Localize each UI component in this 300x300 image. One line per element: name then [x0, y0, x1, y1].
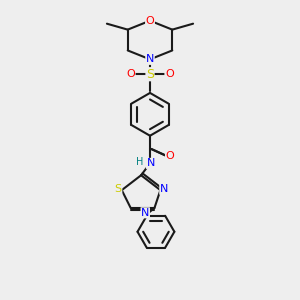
Text: N: N [146, 54, 154, 64]
Text: O: O [126, 69, 135, 79]
Text: N: N [141, 208, 149, 218]
Text: S: S [146, 68, 154, 81]
Text: S: S [115, 184, 122, 194]
Text: O: O [165, 69, 174, 79]
Text: N: N [160, 184, 168, 194]
Text: O: O [166, 151, 174, 161]
Text: N: N [146, 158, 155, 168]
Text: O: O [146, 16, 154, 26]
Text: H: H [136, 157, 143, 167]
